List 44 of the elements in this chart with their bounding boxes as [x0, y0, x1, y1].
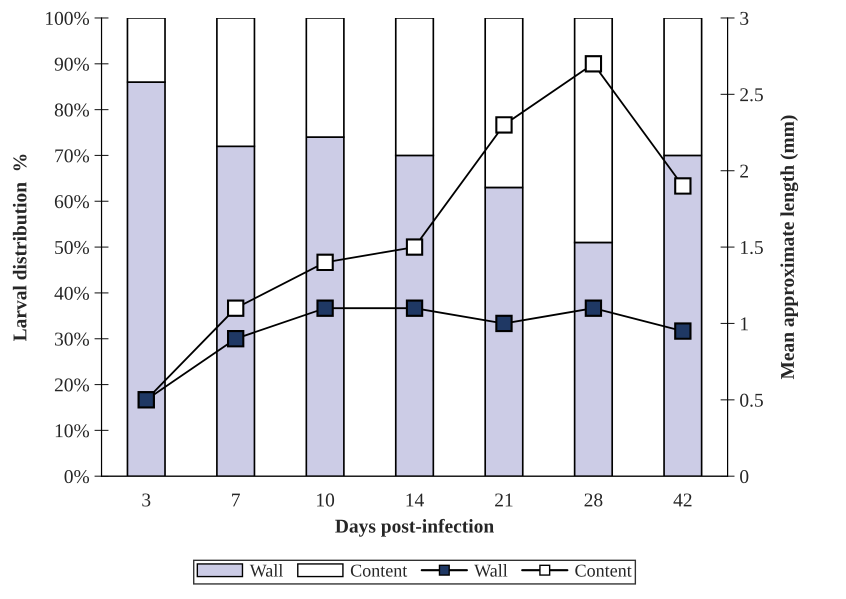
point: [495, 116, 513, 134]
y2-tick-label: 1: [741, 317, 748, 330]
y2-tick-label: 2: [740, 164, 748, 178]
legend-label: Content: [575, 564, 632, 577]
point: [226, 300, 244, 317]
y-tick-label: 100%: [46, 12, 90, 25]
x-axis-title: Days post-infection: [335, 518, 494, 537]
y-tick-label: 80%: [54, 103, 90, 117]
point: [316, 254, 334, 272]
x-tick-label: 42: [674, 493, 692, 506]
y-tick-label: 40%: [54, 286, 90, 300]
y2-tick-label: 0.5: [740, 394, 763, 407]
point: [406, 300, 424, 317]
x-tick-label: 28: [584, 493, 602, 507]
legend-label: Content: [350, 564, 408, 577]
point: [584, 300, 602, 317]
y-tick-label: 60%: [54, 195, 90, 208]
y-tick-label: 90%: [54, 58, 90, 71]
y2-tick-label: 0: [740, 470, 748, 484]
y2-tick-label: 1.5: [741, 240, 763, 254]
y-tick-label: 20%: [54, 378, 90, 392]
y-tick-label: 10%: [56, 424, 90, 438]
legend-label: Wall: [250, 564, 283, 577]
x-tick-label: 14: [406, 494, 424, 506]
x-tick-label: 10: [317, 493, 334, 507]
legend-label: Wall: [474, 564, 508, 577]
point: [316, 300, 334, 317]
x-tick-label: 3: [142, 493, 150, 507]
y-tick-label: 70%: [55, 149, 90, 162]
point: [584, 55, 602, 72]
y2-tick-label: 3: [740, 12, 748, 25]
point: [406, 238, 424, 256]
y-tick-label: 30%: [55, 332, 90, 346]
y2-axis-title: Mean approximate length (mm): [780, 116, 798, 380]
point: [674, 322, 692, 340]
point: [226, 330, 244, 348]
point: [495, 314, 513, 332]
x-tick-label: 7: [232, 494, 240, 506]
x-tick-label: 21: [495, 493, 513, 506]
y-axis-title: Larval distribution %: [12, 154, 27, 342]
point: [674, 177, 692, 195]
y-tick-label: 50%: [55, 240, 90, 254]
y2-tick-label: 2.5: [740, 88, 763, 102]
y-tick-label: 0%: [64, 470, 90, 484]
